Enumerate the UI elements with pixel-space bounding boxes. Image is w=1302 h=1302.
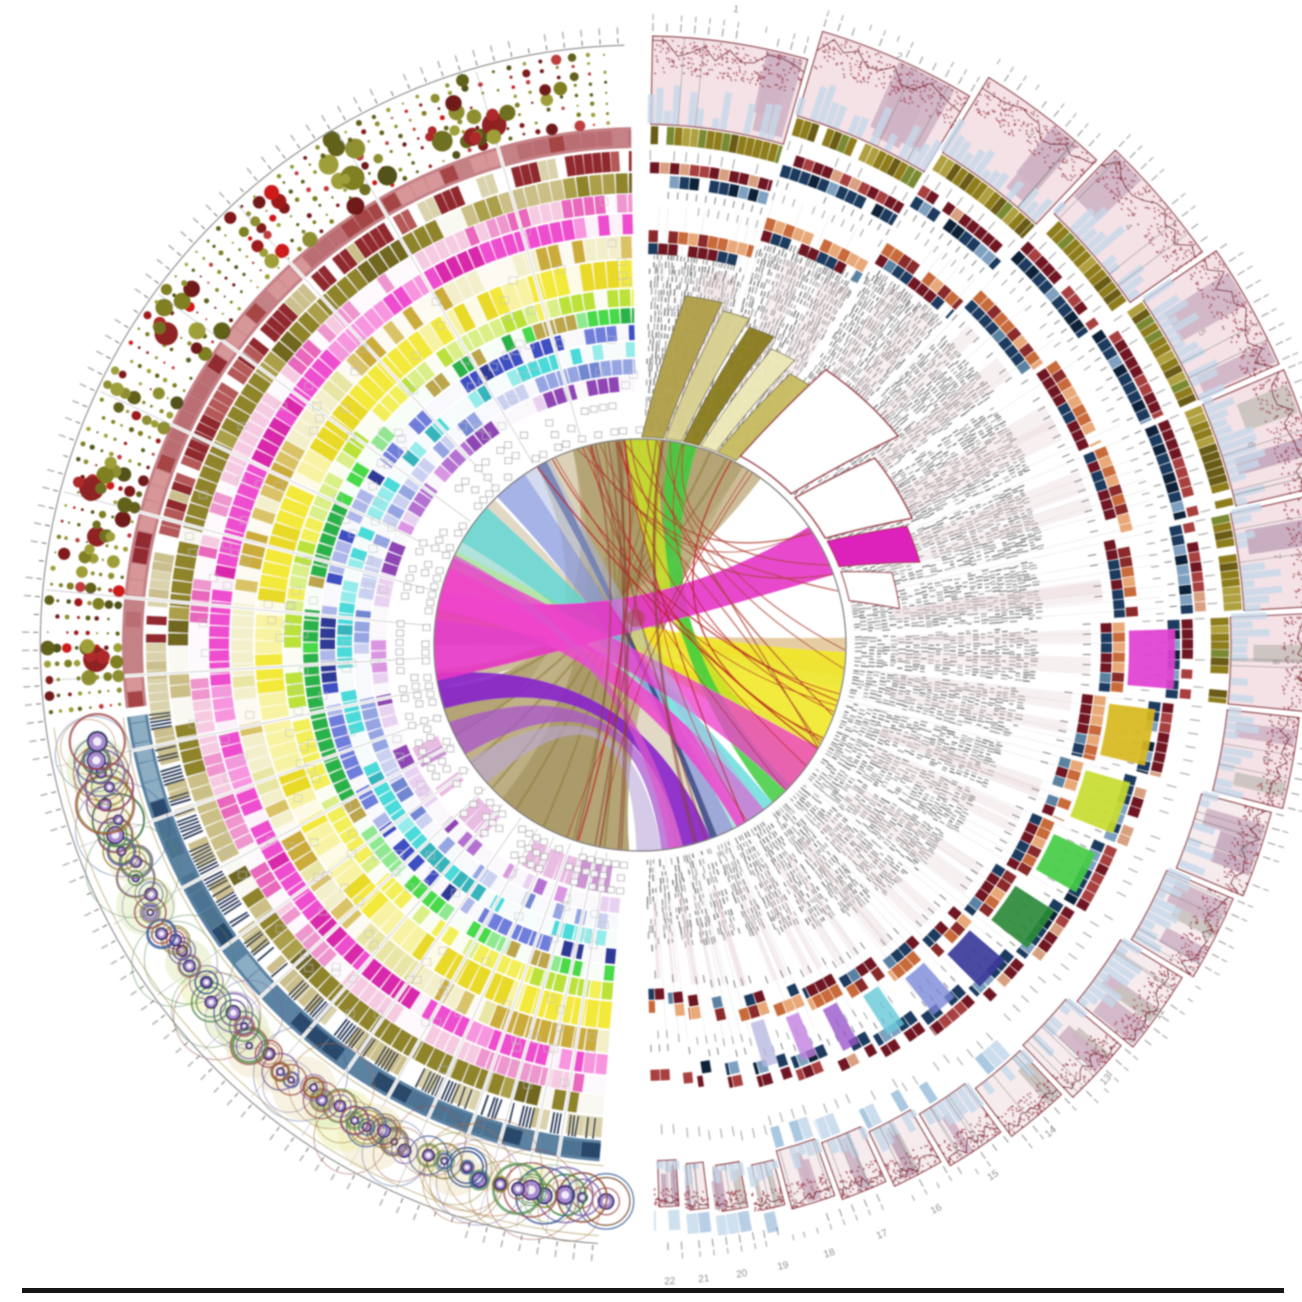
svg-text:5: 5 <box>1196 328 1209 339</box>
svg-text:7: 7 <box>1271 553 1283 560</box>
svg-text:2: 2 <box>894 51 904 63</box>
svg-text:20: 20 <box>735 1268 748 1281</box>
svg-text:4: 4 <box>1122 222 1134 234</box>
svg-text:16: 16 <box>929 1202 944 1217</box>
svg-text:3: 3 <box>1025 129 1036 141</box>
svg-text:18: 18 <box>822 1247 836 1261</box>
svg-text:17: 17 <box>875 1227 890 1242</box>
svg-text:21: 21 <box>698 1273 711 1285</box>
svg-text:11: 11 <box>1201 927 1216 942</box>
svg-text:19: 19 <box>776 1260 790 1273</box>
svg-text:6: 6 <box>1244 441 1256 450</box>
svg-text:10: 10 <box>1237 842 1251 856</box>
svg-text:9: 9 <box>1261 755 1273 763</box>
svg-text:8: 8 <box>1272 658 1283 664</box>
svg-text:1: 1 <box>732 4 740 16</box>
svg-text:22: 22 <box>664 1276 676 1288</box>
